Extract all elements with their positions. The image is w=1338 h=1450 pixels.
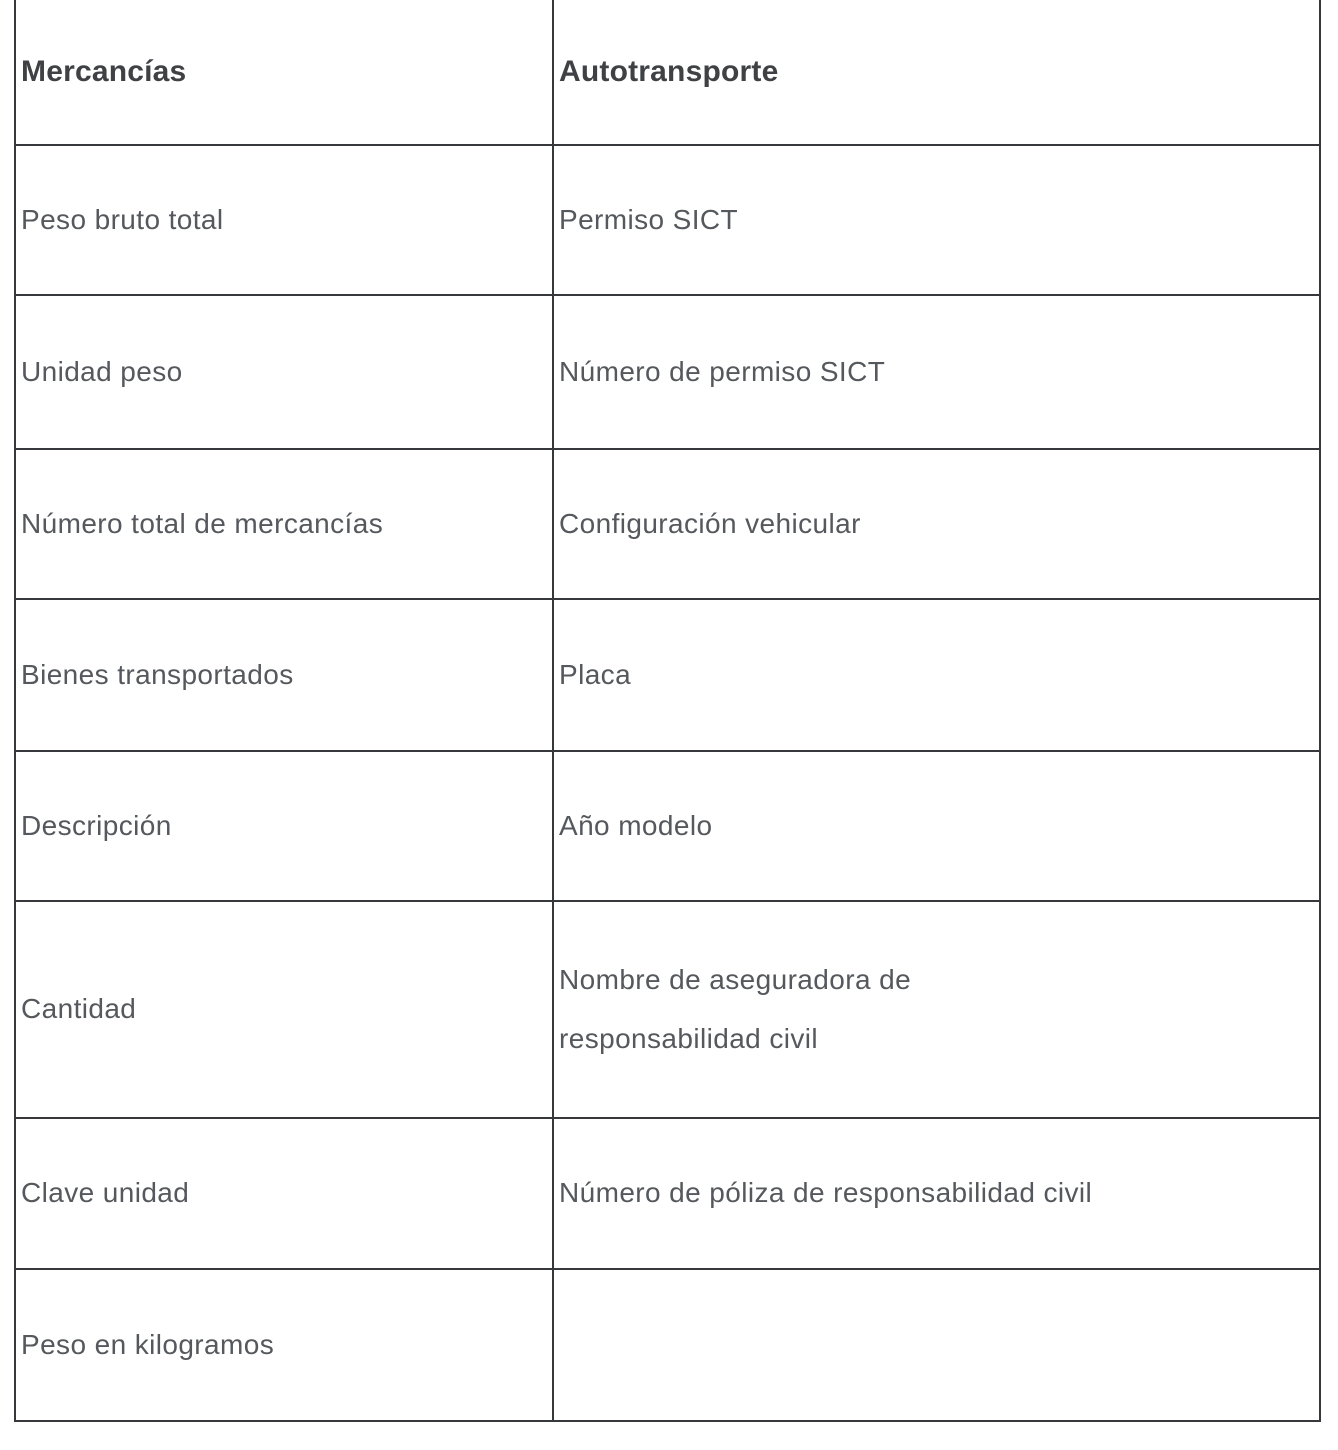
table-row: Descripción Año modelo: [14, 750, 1321, 902]
field-comparison-table: Mercancías Autotransporte Peso bruto tot…: [14, 0, 1321, 1422]
table-row: Cantidad Nombre de aseguradora de respon…: [14, 900, 1321, 1119]
cell-mercancias-field: Descripción: [14, 750, 554, 902]
cell-autotransporte-field: Configuración vehicular: [552, 448, 1321, 600]
column-header-mercancias: Mercancías: [14, 0, 554, 146]
cell-mercancias-field: Cantidad: [14, 900, 554, 1119]
cell-autotransporte-field-empty: [552, 1268, 1321, 1422]
table-row: Bienes transportados Placa: [14, 598, 1321, 752]
table-row: Clave unidad Número de póliza de respons…: [14, 1117, 1321, 1270]
cell-autotransporte-field: Permiso SICT: [552, 144, 1321, 296]
table-row: Unidad peso Número de permiso SICT: [14, 294, 1321, 450]
cell-mercancias-field: Número total de mercancías: [14, 448, 554, 600]
cell-autotransporte-field: Nombre de aseguradora de responsabilidad…: [552, 900, 1321, 1119]
cell-autotransporte-field: Número de permiso SICT: [552, 294, 1321, 450]
table-header-row: Mercancías Autotransporte: [14, 0, 1321, 146]
table-row: Peso bruto total Permiso SICT: [14, 144, 1321, 296]
cell-autotransporte-field: Año modelo: [552, 750, 1321, 902]
table-row: Número total de mercancías Configuración…: [14, 448, 1321, 600]
cell-autotransporte-field: Número de póliza de responsabilidad civi…: [552, 1117, 1321, 1270]
table-row: Peso en kilogramos: [14, 1268, 1321, 1422]
column-header-autotransporte: Autotransporte: [552, 0, 1321, 146]
cell-mercancias-field: Peso bruto total: [14, 144, 554, 296]
cell-mercancias-field: Bienes transportados: [14, 598, 554, 752]
cell-mercancias-field: Peso en kilogramos: [14, 1268, 554, 1422]
cell-autotransporte-field: Placa: [552, 598, 1321, 752]
cell-mercancias-field: Clave unidad: [14, 1117, 554, 1270]
cell-mercancias-field: Unidad peso: [14, 294, 554, 450]
